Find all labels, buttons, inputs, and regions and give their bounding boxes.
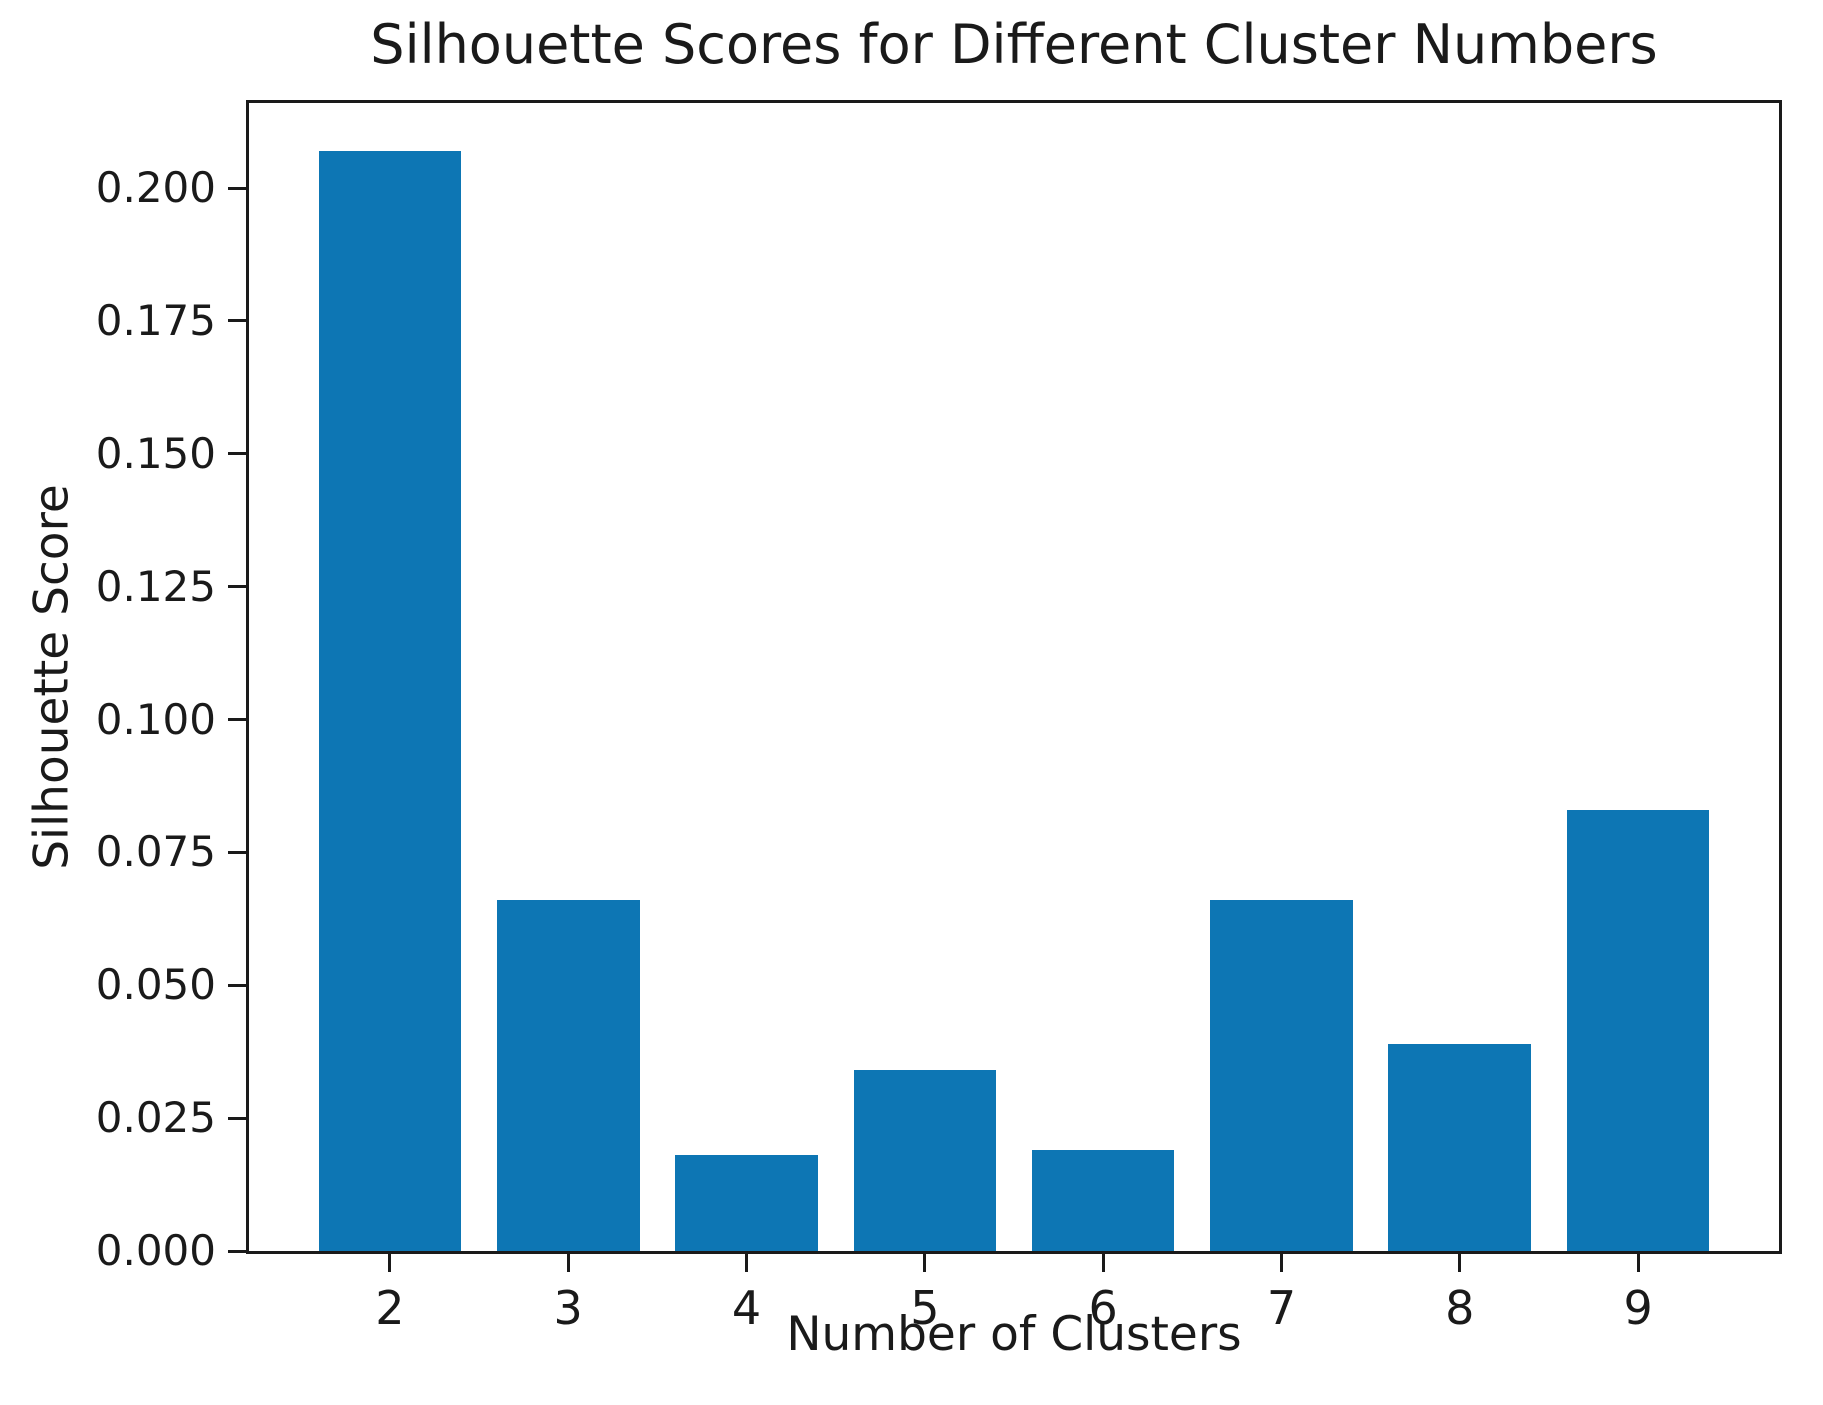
y-tick-label-0.000: 0.000 (95, 1226, 216, 1275)
y-tick-label-0.200: 0.200 (95, 163, 216, 213)
x-tick-label-4: 4 (731, 1281, 762, 1335)
x-tick-mark-3 (566, 1254, 570, 1272)
y-tick-label-0.075: 0.075 (95, 827, 216, 877)
y-tick-mark-0.075 (228, 850, 246, 854)
y-tick-label-0.050: 0.050 (95, 960, 216, 1010)
x-axis-label: Number of Clusters (786, 1307, 1242, 1362)
x-tick-mark-5 (923, 1254, 927, 1272)
bar-clusters-2 (318, 150, 462, 1251)
y-tick-mark-0.175 (228, 319, 246, 323)
x-tick-label-7: 7 (1266, 1281, 1297, 1335)
x-tick-mark-7 (1279, 1254, 1283, 1272)
y-tick-mark-0.150 (228, 452, 246, 456)
x-tick-mark-4 (745, 1254, 749, 1272)
y-tick-mark-0.125 (228, 585, 246, 589)
y-tick-mark-0.100 (228, 718, 246, 722)
y-tick-mark-0.200 (228, 186, 246, 190)
y-tick-label-0.025: 0.025 (95, 1093, 216, 1143)
x-tick-mark-2 (388, 1254, 392, 1272)
y-tick-label-0.150: 0.150 (95, 428, 216, 478)
bar-clusters-3 (496, 900, 640, 1251)
y-tick-label-0.175: 0.175 (95, 295, 216, 345)
x-tick-label-5: 5 (910, 1281, 940, 1335)
x-tick-mark-6 (1101, 1254, 1105, 1272)
x-tick-label-3: 3 (553, 1281, 583, 1335)
x-tick-label-9: 9 (1623, 1281, 1653, 1335)
chart-title: Silhouette Scores for Different Cluster … (370, 13, 1658, 76)
x-tick-label-8: 8 (1445, 1281, 1475, 1335)
bar-clusters-4 (675, 1155, 818, 1251)
y-tick-mark-0.050 (228, 983, 246, 987)
x-tick-label-6: 6 (1088, 1281, 1118, 1335)
y-tick-mark-0.000 (228, 1249, 246, 1253)
bar-clusters-7 (1210, 900, 1353, 1251)
plot-area (246, 100, 1782, 1254)
y-tick-label-0.125: 0.125 (95, 561, 216, 611)
bar-clusters-9 (1566, 809, 1710, 1251)
x-tick-mark-9 (1636, 1254, 1640, 1272)
x-tick-label-2: 2 (375, 1281, 405, 1335)
bar-clusters-5 (853, 1070, 997, 1251)
bar-clusters-6 (1031, 1150, 1175, 1251)
y-tick-label-0.100: 0.100 (95, 694, 216, 744)
y-axis-label: Silhouette Score (24, 484, 80, 870)
y-tick-mark-0.025 (228, 1116, 246, 1120)
x-tick-mark-8 (1458, 1254, 1462, 1272)
bar-clusters-8 (1388, 1043, 1532, 1251)
